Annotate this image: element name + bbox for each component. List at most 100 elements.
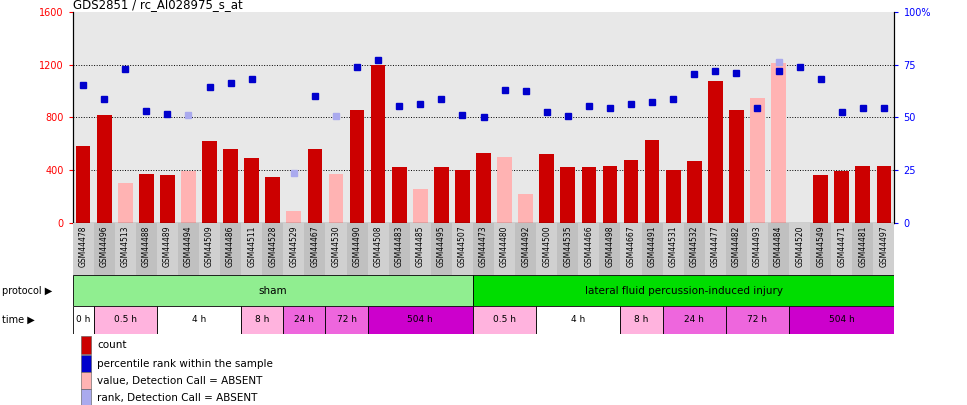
- Bar: [97, 115, 111, 223]
- Bar: [367, 306, 473, 334]
- Text: GSM44549: GSM44549: [816, 225, 825, 267]
- Bar: [346, 223, 367, 275]
- Bar: [856, 166, 870, 223]
- Text: GSM44471: GSM44471: [837, 225, 846, 267]
- Bar: [181, 171, 196, 223]
- Text: 0.5 h: 0.5 h: [493, 315, 516, 324]
- Bar: [160, 175, 175, 223]
- Bar: [452, 223, 473, 275]
- Text: lateral fluid percussion-induced injury: lateral fluid percussion-induced injury: [585, 286, 782, 296]
- Bar: [413, 189, 427, 223]
- Text: GSM44498: GSM44498: [605, 225, 614, 267]
- Bar: [329, 174, 343, 223]
- Bar: [624, 160, 638, 223]
- Bar: [536, 223, 557, 275]
- Text: GDS2851 / rc_AI028975_s_at: GDS2851 / rc_AI028975_s_at: [73, 0, 243, 11]
- Bar: [641, 223, 662, 275]
- Text: GSM44473: GSM44473: [479, 225, 488, 267]
- Text: GSM44483: GSM44483: [395, 225, 403, 267]
- Bar: [73, 275, 473, 306]
- Text: 8 h: 8 h: [634, 315, 649, 324]
- Text: percentile rank within the sample: percentile rank within the sample: [97, 358, 273, 369]
- Text: 24 h: 24 h: [685, 315, 704, 324]
- Text: GSM44496: GSM44496: [100, 225, 108, 267]
- Bar: [684, 223, 705, 275]
- Bar: [178, 223, 199, 275]
- Bar: [662, 306, 726, 334]
- Bar: [747, 223, 768, 275]
- Text: GSM44481: GSM44481: [859, 225, 867, 267]
- Bar: [600, 223, 621, 275]
- Bar: [813, 175, 828, 223]
- Bar: [262, 223, 283, 275]
- Bar: [94, 306, 157, 334]
- Text: 8 h: 8 h: [255, 315, 270, 324]
- Bar: [750, 98, 765, 223]
- Text: GSM44530: GSM44530: [332, 225, 340, 267]
- Text: GSM44508: GSM44508: [373, 225, 383, 267]
- Bar: [789, 306, 894, 334]
- Text: GSM44497: GSM44497: [879, 225, 889, 267]
- Text: count: count: [97, 340, 127, 350]
- Text: 4 h: 4 h: [571, 315, 585, 324]
- Text: rank, Detection Call = ABSENT: rank, Detection Call = ABSENT: [97, 392, 257, 403]
- Text: GSM44484: GSM44484: [774, 225, 783, 267]
- Text: GSM44532: GSM44532: [689, 225, 699, 267]
- Bar: [94, 223, 115, 275]
- Bar: [705, 223, 726, 275]
- Text: GSM44490: GSM44490: [353, 225, 362, 267]
- Bar: [810, 223, 832, 275]
- Bar: [157, 223, 178, 275]
- Text: GSM44495: GSM44495: [437, 225, 446, 267]
- Bar: [305, 223, 326, 275]
- Bar: [202, 141, 217, 223]
- Bar: [392, 168, 406, 223]
- Bar: [518, 194, 533, 223]
- Text: time ▶: time ▶: [2, 315, 35, 325]
- Bar: [455, 170, 470, 223]
- Bar: [768, 223, 789, 275]
- Bar: [80, 389, 91, 405]
- Text: GSM44507: GSM44507: [458, 225, 467, 267]
- Text: GSM44529: GSM44529: [289, 225, 298, 267]
- Bar: [283, 306, 326, 334]
- Bar: [157, 306, 241, 334]
- Text: GSM44467: GSM44467: [310, 225, 319, 267]
- Bar: [772, 64, 786, 223]
- Text: 0.5 h: 0.5 h: [114, 315, 136, 324]
- Bar: [621, 223, 641, 275]
- Bar: [135, 223, 157, 275]
- Text: GSM44500: GSM44500: [542, 225, 551, 267]
- Text: GSM44488: GSM44488: [142, 225, 151, 267]
- Bar: [389, 223, 410, 275]
- Bar: [687, 161, 702, 223]
- Bar: [497, 157, 512, 223]
- Bar: [561, 168, 575, 223]
- Text: GSM44489: GSM44489: [162, 225, 172, 267]
- Text: GSM44493: GSM44493: [753, 225, 762, 267]
- Bar: [223, 149, 238, 223]
- Bar: [540, 154, 554, 223]
- Bar: [326, 306, 367, 334]
- Bar: [241, 223, 262, 275]
- Bar: [473, 275, 894, 306]
- Bar: [220, 223, 241, 275]
- Bar: [578, 223, 600, 275]
- Bar: [515, 223, 536, 275]
- Text: GSM44485: GSM44485: [416, 225, 425, 267]
- Text: protocol ▶: protocol ▶: [2, 286, 52, 296]
- Bar: [80, 355, 91, 373]
- Bar: [832, 223, 852, 275]
- Bar: [557, 223, 578, 275]
- Text: 72 h: 72 h: [747, 315, 768, 324]
- Text: 504 h: 504 h: [407, 315, 433, 324]
- Bar: [139, 174, 154, 223]
- Bar: [494, 223, 515, 275]
- Bar: [876, 166, 892, 223]
- Bar: [115, 223, 135, 275]
- Text: GSM44482: GSM44482: [732, 225, 741, 267]
- Text: 24 h: 24 h: [294, 315, 314, 324]
- Text: GSM44535: GSM44535: [564, 225, 572, 267]
- Bar: [308, 149, 322, 223]
- Bar: [662, 223, 684, 275]
